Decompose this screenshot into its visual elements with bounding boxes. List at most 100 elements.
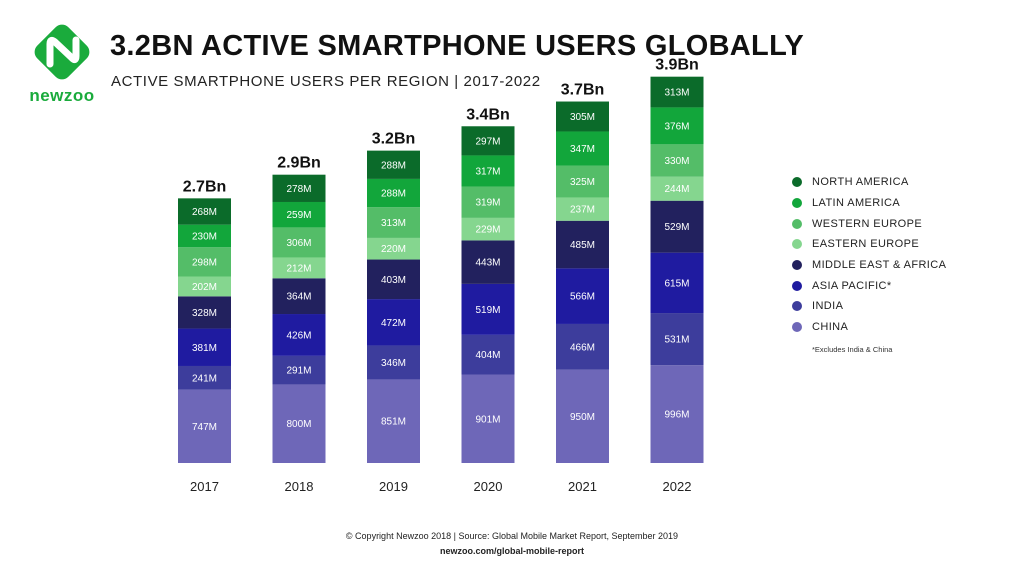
segment-label: 229M — [475, 225, 500, 236]
bar-segment-2019-6 — [367, 178, 420, 208]
bar-segment-2022-2 — [650, 252, 704, 314]
legend-label: ASIA PACIFIC* — [812, 279, 892, 292]
segment-label: 381M — [192, 343, 217, 354]
segment-label: 531M — [664, 335, 689, 346]
bar-total-label: 3.7Bn — [561, 82, 605, 99]
report-url: newzoo.com/global-mobile-report — [439, 546, 584, 556]
segment-label: 306M — [286, 238, 311, 249]
bar-segment-2020-6 — [461, 155, 515, 187]
bar-segment-2018-2 — [272, 314, 326, 356]
segment-label: 566M — [570, 292, 595, 303]
legend-swatch — [792, 198, 802, 209]
legend-swatch — [792, 177, 802, 188]
bar-segment-2020-1 — [461, 334, 515, 375]
bar-segment-2018-1 — [272, 355, 326, 385]
segment-label: 328M — [192, 308, 217, 319]
segment-label: 291M — [286, 366, 311, 377]
bar-total-label: 2.7Bn — [183, 178, 227, 195]
bar-total-label: 2.9Bn — [277, 155, 321, 172]
legend-swatch — [792, 301, 802, 312]
bar-segment-2019-5 — [367, 207, 420, 238]
brand-name: newzoo — [29, 86, 95, 105]
bar-segment-2019-3 — [367, 259, 420, 300]
segment-label: 268M — [192, 207, 217, 218]
segment-label: 241M — [192, 373, 217, 384]
bar-segment-2017-0 — [178, 389, 231, 463]
bar-total-label: 3.4Bn — [466, 106, 510, 123]
legend-item: EASTERN EUROPE — [792, 234, 1022, 255]
x-tick-label: 2021 — [568, 479, 597, 494]
legend-label: LATIN AMERICA — [812, 197, 901, 210]
legend-swatch — [792, 322, 802, 333]
bar-segment-2020-3 — [461, 240, 515, 284]
bar-segment-2022-3 — [650, 200, 704, 253]
legend-swatch — [792, 239, 802, 250]
bar-segment-2018-6 — [272, 201, 326, 228]
legend-item: MIDDLE EAST & AFRICA — [792, 255, 1022, 276]
bar-segment-2018-0 — [272, 384, 326, 463]
segment-label: 259M — [286, 210, 311, 221]
segment-label: 347M — [570, 144, 595, 155]
bar-segment-2018-3 — [272, 278, 326, 315]
segment-label: 297M — [475, 136, 500, 147]
legend-item: LATIN AMERICA — [792, 193, 1022, 214]
bar-segment-2019-7 — [367, 150, 420, 179]
legend-item: INDIA — [792, 296, 1022, 317]
legend-label: WESTERN EUROPE — [812, 217, 923, 230]
bar-segment-2020-2 — [461, 283, 515, 335]
bar-segment-2021-3 — [556, 220, 609, 269]
segment-label: 747M — [192, 422, 217, 433]
segment-label: 230M — [192, 231, 217, 242]
segment-label: 443M — [475, 258, 500, 269]
segment-label: 426M — [286, 330, 311, 341]
bar-segment-2021-2 — [556, 268, 609, 324]
segment-label: 519M — [475, 305, 500, 316]
legend-swatch — [792, 260, 802, 271]
segment-label: 950M — [570, 412, 595, 423]
segment-label: 319M — [475, 198, 500, 209]
bar-segment-2017-2 — [178, 328, 231, 366]
bar-segment-2017-3 — [178, 296, 231, 329]
bar-segment-2021-4 — [556, 197, 609, 221]
segment-label: 485M — [570, 240, 595, 251]
segment-label: 288M — [381, 189, 406, 200]
bar-segment-2022-4 — [650, 176, 704, 201]
segment-label: 330M — [664, 156, 689, 167]
bar-segment-2022-1 — [650, 313, 704, 366]
legend-item: ASIA PACIFIC* — [792, 275, 1022, 296]
segment-label: 212M — [286, 263, 311, 274]
newzoo-logo-icon — [34, 24, 90, 80]
x-tick-label: 2020 — [474, 479, 503, 494]
legend-label: CHINA — [812, 321, 849, 334]
segment-label: 298M — [192, 257, 217, 268]
segment-label: 901M — [475, 414, 500, 425]
bar-segment-2021-5 — [556, 165, 609, 198]
legend-label: MIDDLE EAST & AFRICA — [812, 259, 947, 272]
bar-segment-2017-1 — [178, 365, 231, 390]
legend-label: NORTH AMERICA — [812, 176, 909, 189]
bar-segment-2020-5 — [461, 186, 515, 218]
legend-item: NORTH AMERICA — [792, 172, 1022, 193]
segment-label: 851M — [381, 417, 406, 428]
bar-segment-2020-0 — [461, 374, 515, 463]
legend-item: CHINA — [792, 317, 1022, 338]
segment-label: 404M — [475, 350, 500, 361]
bar-segment-2018-5 — [272, 227, 326, 258]
bar-segment-2019-4 — [367, 237, 420, 260]
page-subtitle: ACTIVE SMARTPHONE USERS PER REGION | 201… — [111, 73, 541, 90]
segment-label: 346M — [381, 358, 406, 369]
copyright-text: © Copyright Newzoo 2018 | Source: Global… — [345, 531, 679, 541]
legend-label: EASTERN EUROPE — [812, 238, 920, 251]
x-tick-label: 2018 — [285, 479, 314, 494]
bar-segment-2021-1 — [556, 323, 609, 370]
bar-segment-2020-4 — [461, 217, 515, 241]
chart-legend: NORTH AMERICA LATIN AMERICA WESTERN EUROPE… — [792, 172, 1022, 354]
bar-segment-2018-4 — [272, 257, 326, 279]
legend-item: WESTERN EUROPE — [792, 213, 1022, 234]
segment-label: 615M — [664, 278, 689, 289]
segment-label: 529M — [664, 222, 689, 233]
segment-label: 403M — [381, 275, 406, 286]
bar-segment-2017-4 — [178, 276, 231, 297]
bar-segment-2018-7 — [272, 174, 326, 202]
